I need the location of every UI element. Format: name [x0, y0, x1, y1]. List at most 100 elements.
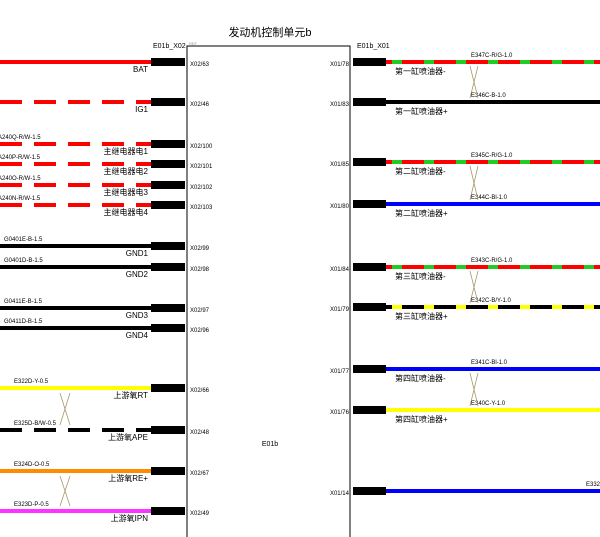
signal-label: 上游氧APE: [108, 432, 148, 442]
pin-number: X01/79: [330, 307, 350, 313]
pin-number: X02/101: [190, 164, 213, 170]
wire-code: E325D-B/W-0.5: [14, 421, 57, 427]
pin-number: X01/14: [330, 491, 350, 497]
left-pin-row: X02/49 上游氧IPN E323D-P-0.5: [0, 502, 210, 523]
pin-number: X02/100: [190, 144, 213, 150]
pin-terminal: [353, 263, 386, 271]
pin-terminal: [151, 384, 185, 392]
wire-code: G0411E-B-1.5: [4, 299, 43, 305]
pin-terminal: [353, 406, 386, 414]
pin-terminal: [151, 201, 185, 209]
twisted-pair-marker: [469, 270, 479, 304]
left-pin-row: X02/102 主继电器电3 A240O-R/W-1.5: [0, 176, 213, 197]
pin-terminal: [151, 507, 185, 515]
signal-label: 第四缸喷油器+: [395, 414, 448, 424]
wire-code: A240Q-R/W-1.5: [0, 135, 41, 141]
twisted-pair-marker: [469, 372, 479, 407]
wire-code: E344C-Bl-1.0: [471, 195, 508, 201]
signal-label: 第一缸喷油器-: [395, 66, 446, 76]
left-connector-pins: X02/63 BAT X02/46 IG1 X02/100 主继电器电1 A240Q-R/W…: [0, 58, 213, 523]
left-pin-row: X02/101 主继电器电2 A240P-R/W-1.5: [0, 155, 213, 176]
left-pin-row: X02/100 主继电器电1 A240Q-R/W-1.5: [0, 135, 213, 156]
pin-number: X01/84: [330, 267, 350, 273]
left-connector-sub: REF: [189, 41, 198, 46]
signal-label: 第四缸喷油器-: [395, 373, 446, 383]
signal-label: GND1: [126, 249, 149, 258]
wire-code: E322D-Y-0.5: [14, 379, 49, 385]
left-pin-row: X02/97 GND3 G0411E-B-1.5: [0, 299, 210, 320]
wire-code: E347C-R/G-1.0: [471, 53, 513, 59]
right-pin-row: X01/14 E332: [330, 482, 600, 497]
left-pin-row: X02/48 上游氧APE E325D-B/W-0.5: [0, 421, 210, 442]
signal-label: 主继电器电4: [104, 207, 149, 217]
pin-number: X02/96: [190, 328, 210, 334]
wire-code: A240N-R/W-1.5: [0, 196, 41, 202]
signal-label: 第三缸喷油器-: [395, 271, 446, 281]
signal-label: GND3: [126, 311, 149, 320]
pin-number: X02/102: [190, 185, 213, 191]
pin-terminal: [353, 98, 386, 106]
left-pin-row: X02/98 GND2 G0401D-B-1.5: [0, 258, 210, 279]
right-pin-row: X01/77 第四缸喷油器- E341C-Bl-1.0: [330, 360, 600, 383]
right-pin-row: X01/79 第三缸喷油器+ E342C-B/Y-1.0: [330, 298, 600, 321]
signal-label: 上游氧IPN: [111, 513, 149, 523]
pin-number: X02/46: [190, 102, 210, 108]
left-pin-row: X02/46 IG1: [0, 98, 210, 114]
pin-terminal: [353, 200, 386, 208]
ecu-module-box: [186, 45, 351, 537]
left-connector-name: E01b_X02: [153, 43, 186, 50]
module-label: E01b: [262, 441, 278, 448]
wire-code: E340C-Y-1.0: [471, 401, 506, 407]
signal-label: GND4: [126, 331, 149, 340]
pin-number: X02/97: [190, 308, 210, 314]
pin-terminal: [151, 98, 185, 106]
signal-label: 主继电器电2: [104, 166, 149, 176]
wire-code: G0401D-B-1.5: [4, 258, 43, 264]
right-pin-row: X01/78 第一缸喷油器- E347C-R/G-1.0: [330, 53, 600, 76]
pin-terminal: [353, 58, 386, 66]
pin-terminal: [151, 242, 185, 250]
left-pin-row: X02/103 主继电器电4 A240N-R/W-1.5: [0, 196, 213, 217]
pin-number: X02/103: [190, 205, 213, 211]
wire-code: E332: [586, 482, 600, 488]
signal-label: GND2: [126, 270, 149, 279]
left-pin-row: X02/67 上游氧RE+ E324D-O-0.5: [0, 462, 210, 483]
signal-label: 第一缸喷油器+: [395, 106, 448, 116]
right-pin-row: X01/76 第四缸喷油器+ E340C-Y-1.0: [330, 401, 600, 424]
pin-number: X02/67: [190, 471, 210, 477]
right-pin-row: X01/80 第二缸喷油器+ E344C-Bl-1.0: [330, 195, 600, 218]
wire-code: E343C-R/G-1.0: [471, 258, 513, 264]
left-pin-row: X02/96 GND4 G0411D-B-1.5: [0, 319, 210, 340]
right-pin-row: X01/84 第三缸喷油器- E343C-R/G-1.0: [330, 258, 600, 281]
pin-number: X01/76: [330, 410, 350, 416]
wire-code: A240P-R/W-1.5: [0, 155, 41, 161]
signal-label: 第三缸喷油器+: [395, 311, 448, 321]
right-pin-row: X01/85 第二缸喷油器- E345C-R/G-1.0: [330, 153, 600, 176]
pin-terminal: [353, 303, 386, 311]
pin-terminal: [151, 426, 185, 434]
pin-terminal: [151, 324, 185, 332]
pin-terminal: [151, 160, 185, 168]
pin-terminal: [151, 181, 185, 189]
pin-number: X02/98: [190, 267, 210, 273]
pin-number: X01/83: [330, 102, 350, 108]
wire-code: A240O-R/W-1.5: [0, 176, 41, 182]
pin-terminal: [151, 58, 185, 66]
pin-number: X01/77: [330, 369, 350, 375]
pin-number: X02/63: [190, 62, 210, 68]
twisted-pair-marker: [469, 165, 479, 201]
wire-code: E346C-B-1.0: [471, 93, 506, 99]
pin-terminal: [151, 140, 185, 148]
twisted-pair-marker: [59, 475, 71, 507]
signal-label: 上游氧RE+: [108, 473, 148, 483]
pin-terminal: [151, 467, 185, 475]
wire-code: E323D-P-0.5: [14, 502, 49, 508]
wire-code: G0401E-B-1.5: [4, 237, 43, 243]
pin-terminal: [151, 304, 185, 312]
right-connector-pins: X01/78 第一缸喷油器- E347C-R/G-1.0 X01/83 第一缸喷油器+ E…: [330, 53, 600, 497]
wire-code: G0411D-B-1.5: [4, 319, 43, 325]
left-pin-row: X02/66 上游氧RT E322D-Y-0.5: [0, 379, 210, 400]
twisted-pair-marker: [469, 65, 479, 99]
pin-number: X02/48: [190, 430, 210, 436]
right-pin-row: X01/83 第一缸喷油器+ E346C-B-1.0: [330, 93, 600, 116]
